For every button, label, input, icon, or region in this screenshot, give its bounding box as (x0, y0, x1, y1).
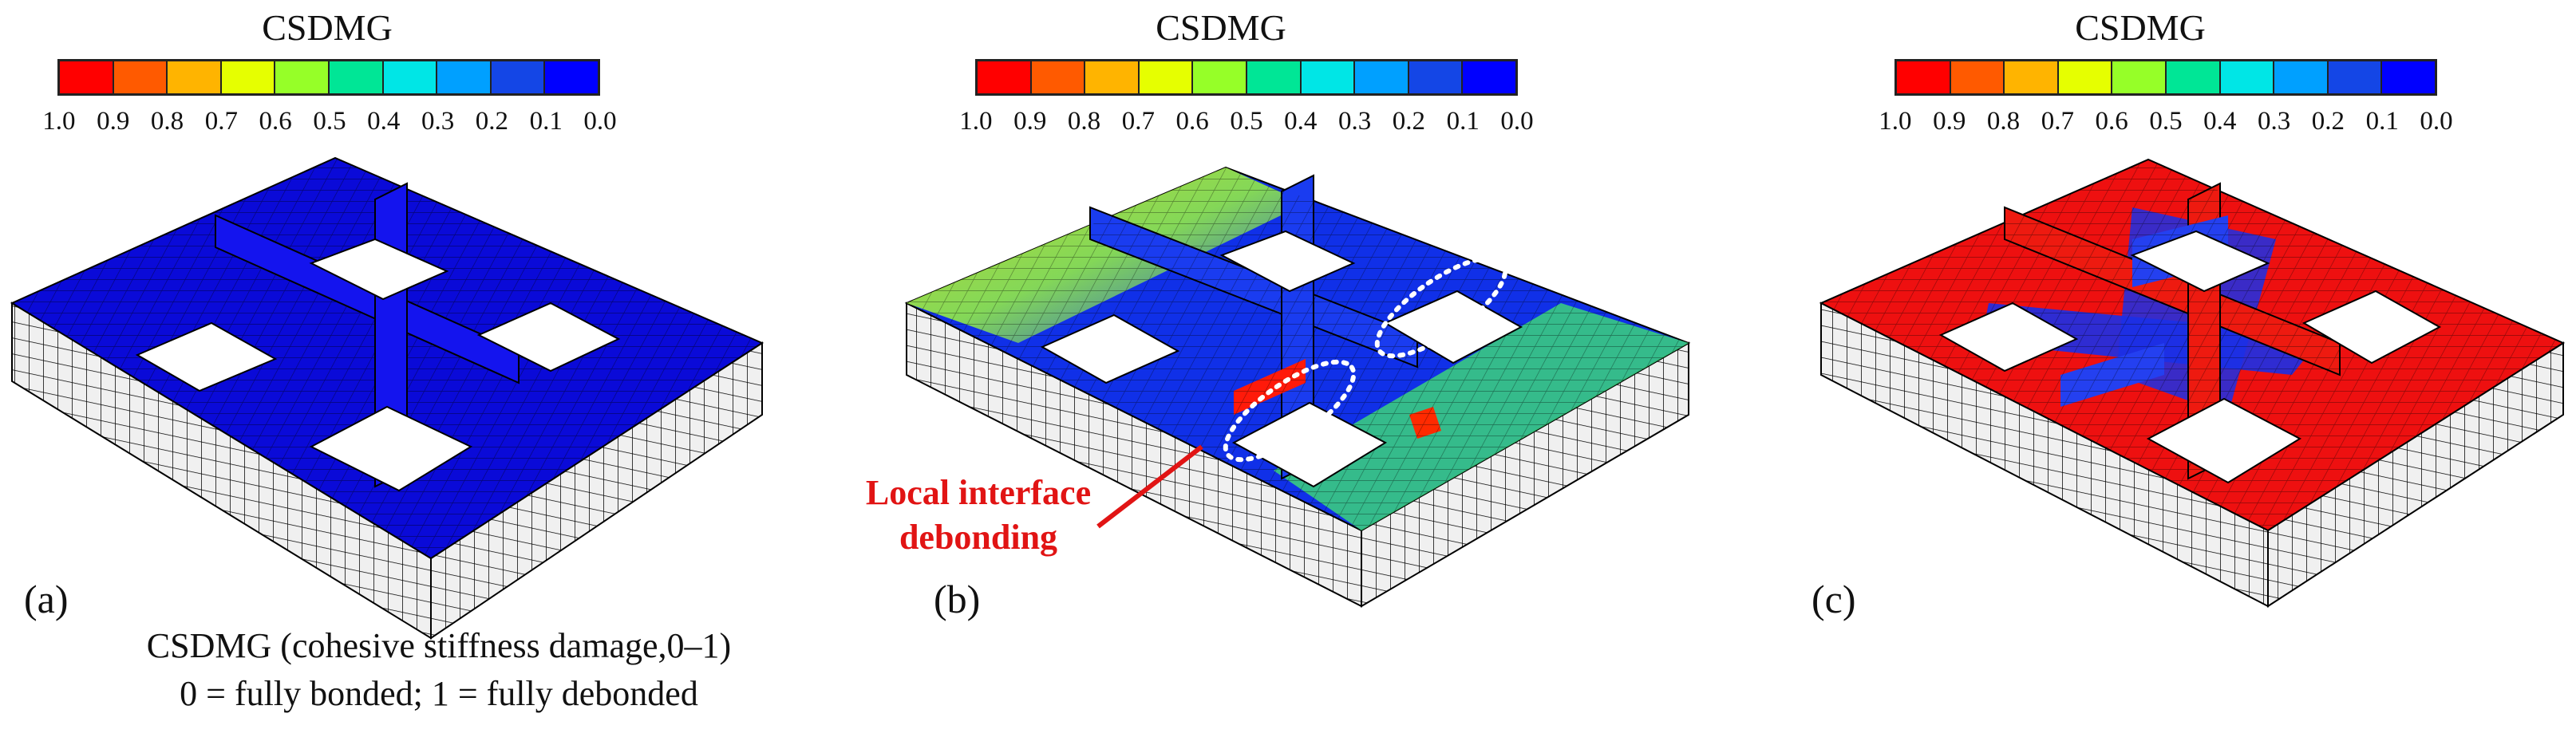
colorbar-tick-label: 0.8 (150, 107, 184, 136)
colorbar-tick-label: 0.5 (2149, 107, 2183, 136)
plate-model-c (1819, 158, 2566, 608)
colorbar-tick-label: 0.7 (2041, 107, 2074, 136)
note-line-2: 0 = fully bonded; 1 = fully debonded (180, 674, 698, 713)
colorbar-cell (1031, 61, 1086, 93)
colorbar (57, 59, 600, 96)
colorbar-cell (1247, 61, 1302, 93)
colorbar-tick-label: 0.2 (475, 107, 509, 136)
colorbar-tick-label: 0.1 (2365, 107, 2399, 136)
colorbar-cell (1139, 61, 1194, 93)
colorbar-tick-label: 1.0 (42, 107, 76, 136)
colorbar-cell (221, 61, 276, 93)
panel-b: CSDMG 1.0 0.9 0.8 0.7 0.6 0.5 0.4 0.3 0.2 0.1 0.0 (859, 0, 1717, 741)
colorbar-tick-label: 0.2 (1392, 107, 1426, 136)
colorbar-tick-label: 0.7 (1121, 107, 1155, 136)
colorbar-tick-label: 0.4 (1284, 107, 1318, 136)
colorbar-tick-label: 0.6 (2095, 107, 2128, 136)
colorbar-cell (168, 61, 222, 93)
colorbar-tick-label: 0.4 (367, 107, 401, 136)
colorbar-cell (113, 61, 168, 93)
colorbar-cell (383, 61, 438, 93)
colorbar-cell (2328, 61, 2383, 93)
colorbar-tick-label: 0.8 (1067, 107, 1101, 136)
debonding-callout: Local interface debonding (779, 471, 1178, 560)
colorbar-cell (2112, 61, 2167, 93)
legend-title: CSDMG (2075, 7, 2206, 48)
colorbar-cell (275, 61, 330, 93)
panel-a: CSDMG 1.0 0.9 0.8 0.7 0.6 0.5 0.4 0.3 0.2 0.1 0.0 … (0, 0, 859, 741)
colorbar-tick-label: 0.3 (421, 107, 455, 136)
panel-label: (c) (1811, 577, 1856, 621)
colorbar-tick-label: 0.9 (1933, 107, 1966, 136)
legend-title: CSDMG (1156, 7, 1286, 48)
panel-label: (b) (934, 577, 981, 621)
colorbar-cell (60, 61, 114, 93)
colorbar-tick-label: 0.0 (2420, 107, 2453, 136)
colorbar-tick-label: 0.3 (1337, 107, 1372, 136)
colorbar-tick-label: 0.5 (1230, 107, 1263, 136)
colorbar-tick-label: 0.9 (1013, 107, 1047, 136)
colorbar-cell (978, 61, 1032, 93)
panel-c: CSDMG 1.0 0.9 0.8 0.7 0.6 0.5 0.4 0.3 0.2 0.1 0.0 … (1717, 0, 2576, 741)
colorbar-cell (1301, 61, 1356, 93)
colorbar (1894, 59, 2437, 96)
colorbar-tick-label: 0.1 (529, 107, 563, 136)
colorbar-tick-label: 0.3 (2257, 107, 2291, 136)
colorbar-cell (2220, 61, 2275, 93)
colorbar-tick-label: 0.2 (2311, 107, 2345, 136)
colorbar-ticks: 1.0 0.9 0.8 0.7 0.6 0.5 0.4 0.3 0.2 0.1 0.0 (949, 107, 1544, 136)
colorbar-cell (1193, 61, 1247, 93)
panel-label: (a) (24, 577, 69, 621)
colorbar-tick-label: 1.0 (959, 107, 993, 136)
colorbar-cell (2166, 61, 2221, 93)
colorbar-cell (1463, 61, 1515, 93)
colorbar-tick-label: 0.0 (1500, 107, 1534, 136)
colorbar-tick-label: 0.6 (259, 107, 292, 136)
colorbar-tick-label: 0.7 (204, 107, 238, 136)
colorbar (975, 59, 1518, 96)
note-line-1: CSDMG (cohesive stiffness damage,0–1) (146, 626, 732, 665)
plate-model-b (904, 166, 1691, 608)
colorbar-cell (1897, 61, 1951, 93)
colorbar-cell (2382, 61, 2435, 93)
colorbar-tick-label: 0.6 (1175, 107, 1209, 136)
colorbar-ticks: 1.0 0.9 0.8 0.7 0.6 0.5 0.4 0.3 0.2 0.1 0.0 (1868, 107, 2463, 136)
colorbar-tick-label: 0.0 (583, 107, 617, 136)
colorbar-cell (491, 61, 546, 93)
colorbar-cell (1409, 61, 1464, 93)
colorbar-cell (437, 61, 492, 93)
colorbar-cell (1355, 61, 1409, 93)
colorbar-cell (2058, 61, 2113, 93)
colorbar-cell (1085, 61, 1140, 93)
colorbar-tick-label: 0.1 (1446, 107, 1480, 136)
colorbar-cell (329, 61, 384, 93)
callout-line-2: debonding (899, 518, 1058, 557)
colorbar-cell (2005, 61, 2059, 93)
plate-model-a (10, 156, 765, 640)
callout-line-1: Local interface (865, 473, 1092, 512)
colorbar-ticks: 1.0 0.9 0.8 0.7 0.6 0.5 0.4 0.3 0.2 0.1 0.0 (32, 107, 627, 136)
colorbar-tick-label: 0.8 (1986, 107, 2021, 136)
damage-note: CSDMG (cohesive stiffness damage,0–1) 0 … (48, 622, 830, 718)
colorbar-tick-label: 0.5 (313, 107, 346, 136)
colorbar-tick-label: 1.0 (1879, 107, 1912, 136)
colorbar-cell (545, 61, 598, 93)
legend-title: CSDMG (262, 7, 393, 48)
colorbar-cell (1950, 61, 2005, 93)
colorbar-cell (2274, 61, 2329, 93)
colorbar-tick-label: 0.4 (2203, 107, 2237, 136)
colorbar-tick-label: 0.9 (97, 107, 130, 136)
